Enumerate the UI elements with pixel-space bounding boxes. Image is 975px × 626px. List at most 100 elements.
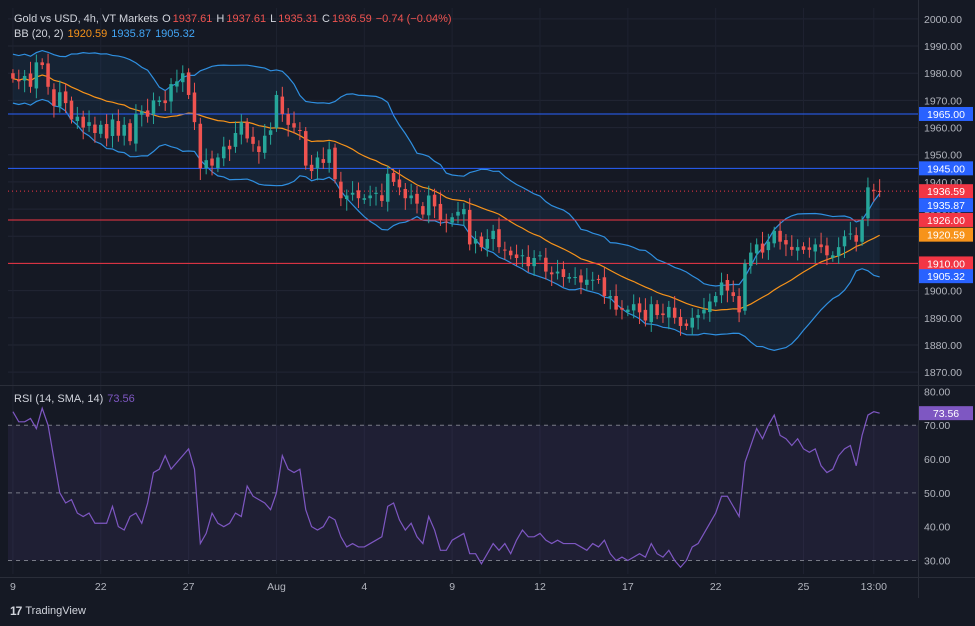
candle-body[interactable] [69, 100, 74, 120]
candle-body[interactable] [684, 323, 689, 326]
candle-body[interactable] [848, 233, 853, 235]
candle-body[interactable] [350, 192, 355, 195]
candle-body[interactable] [450, 217, 454, 223]
candle-body[interactable] [614, 296, 618, 310]
candle-body[interactable] [151, 100, 156, 115]
candle-body[interactable] [702, 309, 706, 314]
candle-body[interactable] [825, 245, 829, 256]
candle-body[interactable] [216, 157, 220, 169]
candle-body[interactable] [567, 277, 572, 279]
candle-body[interactable] [233, 133, 238, 147]
candle-body[interactable] [145, 110, 150, 117]
candle-body[interactable] [667, 306, 671, 318]
candle-body[interactable] [801, 246, 806, 250]
candle-body[interactable] [790, 246, 794, 250]
candle-body[interactable] [831, 255, 835, 258]
candle-body[interactable] [122, 124, 126, 136]
candle-body[interactable] [725, 280, 730, 291]
candle-body[interactable] [696, 315, 700, 318]
candle-body[interactable] [479, 236, 484, 248]
candle-body[interactable] [128, 123, 132, 142]
candle-body[interactable] [772, 230, 776, 244]
candle-body[interactable] [186, 72, 191, 95]
candle-body[interactable] [34, 62, 39, 89]
candle-body[interactable] [157, 100, 162, 103]
candle-body[interactable] [415, 193, 419, 204]
candle-body[interactable] [596, 278, 601, 280]
candle-body[interactable] [303, 131, 308, 166]
candle-body[interactable] [245, 122, 249, 139]
candle-body[interactable] [514, 254, 519, 258]
candle-body[interactable] [532, 258, 536, 267]
candle-body[interactable] [655, 304, 659, 316]
candle-body[interactable] [872, 189, 876, 191]
candle-body[interactable] [508, 250, 513, 256]
candle-body[interactable] [760, 243, 765, 253]
candle-body[interactable] [397, 179, 402, 188]
candle-body[interactable] [251, 136, 255, 144]
candle-body[interactable] [110, 119, 115, 136]
candle-body[interactable] [620, 308, 624, 310]
candle-body[interactable] [163, 100, 167, 104]
candle-body[interactable] [836, 247, 841, 257]
candle-body[interactable] [626, 309, 630, 313]
candle-body[interactable] [46, 63, 50, 87]
candle-body[interactable] [573, 277, 577, 279]
candle-body[interactable] [257, 146, 261, 153]
candle-body[interactable] [63, 91, 68, 104]
candle-body[interactable] [104, 124, 109, 139]
candle-body[interactable] [22, 75, 27, 81]
candle-body[interactable] [549, 272, 554, 275]
candle-body[interactable] [866, 187, 870, 219]
candle-body[interactable] [134, 113, 138, 144]
candle-body[interactable] [391, 172, 396, 182]
candle-body[interactable] [286, 113, 290, 125]
candle-body[interactable] [860, 219, 864, 242]
candle-body[interactable] [198, 123, 203, 169]
candle-body[interactable] [637, 303, 642, 313]
candle-body[interactable] [309, 164, 314, 172]
candle-body[interactable] [661, 313, 665, 316]
candle-body[interactable] [175, 81, 179, 87]
candle-body[interactable] [754, 244, 759, 254]
candle-body[interactable] [374, 192, 378, 194]
candle-body[interactable] [737, 296, 741, 313]
candle-body[interactable] [456, 211, 460, 216]
candle-body[interactable] [485, 238, 490, 249]
candle-body[interactable] [210, 158, 214, 166]
candle-body[interactable] [385, 173, 390, 202]
candle-body[interactable] [690, 317, 695, 328]
candle-body[interactable] [204, 160, 208, 169]
candle-body[interactable] [778, 230, 782, 242]
candle-body[interactable] [362, 198, 367, 200]
candle-body[interactable] [227, 145, 232, 150]
candle-body[interactable] [842, 236, 847, 247]
candle-body[interactable] [608, 296, 613, 298]
candle-body[interactable] [58, 92, 62, 107]
candle-body[interactable] [81, 116, 85, 128]
candle-body[interactable] [333, 147, 337, 180]
candle-body[interactable] [403, 188, 408, 199]
candle-body[interactable] [743, 263, 747, 311]
candle-body[interactable] [784, 240, 788, 245]
candle-body[interactable] [327, 149, 331, 163]
candle-body[interactable] [356, 190, 361, 199]
candle-body[interactable] [813, 244, 817, 252]
candle-body[interactable] [268, 130, 273, 135]
candle-body[interactable] [538, 255, 542, 257]
candle-body[interactable] [526, 256, 531, 267]
candle-body[interactable] [672, 307, 677, 318]
candle-body[interactable] [807, 247, 812, 250]
candle-body[interactable] [520, 255, 525, 257]
candle-body[interactable] [854, 235, 858, 242]
candle-body[interactable] [590, 279, 595, 281]
candle-body[interactable] [181, 73, 185, 83]
candle-body[interactable] [192, 92, 197, 123]
candle-body[interactable] [713, 296, 718, 303]
candle-body[interactable] [731, 292, 735, 297]
candle-body[interactable] [421, 206, 425, 215]
tradingview-logo[interactable]: 17 TradingView [10, 604, 86, 618]
candle-body[interactable] [52, 89, 56, 106]
